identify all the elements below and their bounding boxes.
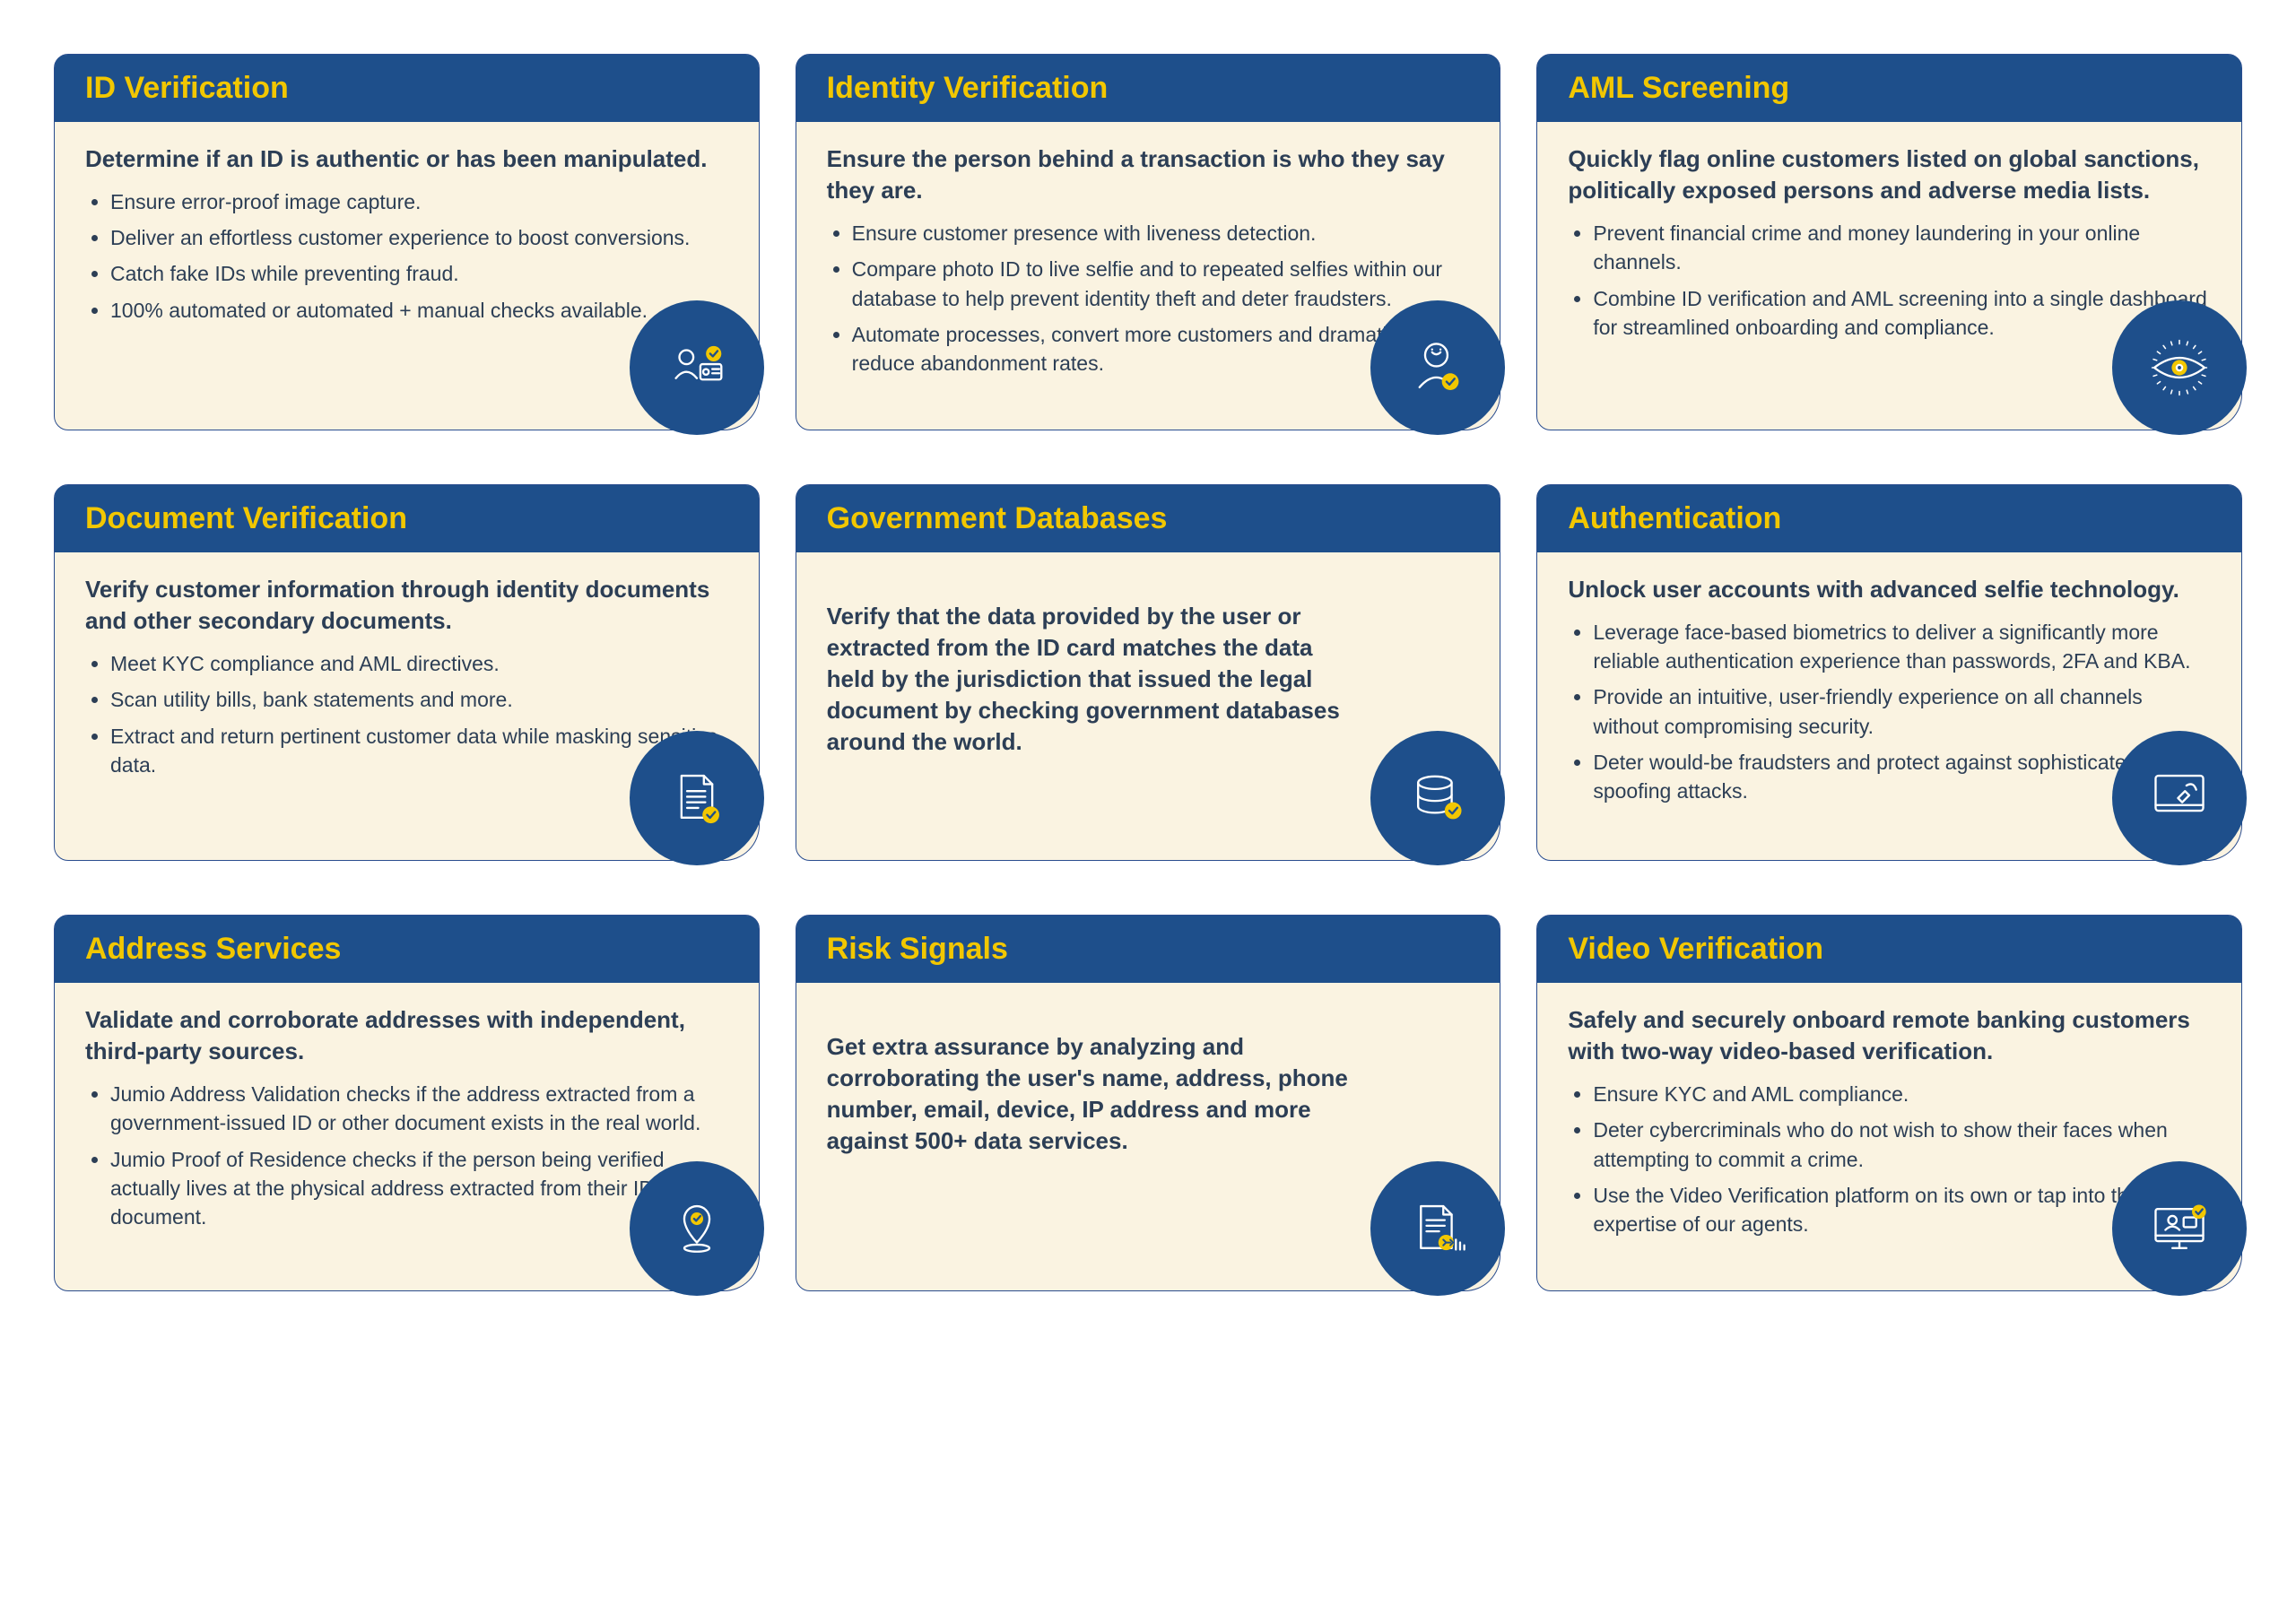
card-title: Document Verification: [55, 485, 759, 552]
card-lead: Ensure the person behind a transaction i…: [827, 143, 1470, 206]
report-risk-icon: [1370, 1161, 1505, 1296]
card-7: Risk Signals Get extra assurance by analy…: [796, 915, 1501, 1291]
card-bullet: Meet KYC compliance and AML directives.: [110, 649, 728, 678]
card-title: AML Screening: [1537, 55, 2241, 122]
card-bullet: Deter cybercriminals who do not wish to …: [1593, 1116, 2211, 1173]
card-lead: Safely and securely onboard remote banki…: [1568, 1004, 2211, 1067]
card-bullets: Meet KYC compliance and AML directives. S…: [85, 649, 728, 779]
card-bullet: Catch fake IDs while preventing fraud.: [110, 259, 728, 288]
card-bullets: Prevent financial crime and money launde…: [1568, 219, 2211, 342]
card-lead: Unlock user accounts with advanced selfi…: [1568, 574, 2211, 605]
card-4: Government Databases Verify that the data…: [796, 484, 1501, 861]
card-lead: Quickly flag online customers listed on …: [1568, 143, 2211, 206]
card-lead: Determine if an ID is authentic or has b…: [85, 143, 728, 175]
card-bullet: Combine ID verification and AML screenin…: [1593, 284, 2211, 342]
card-grid: ID Verification Determine if an ID is aut…: [54, 54, 2242, 1291]
id-card-icon: [630, 300, 764, 435]
card-8: Video Verification Safely and securely on…: [1536, 915, 2242, 1291]
database-check-icon: [1370, 731, 1505, 865]
card-lead: Verify customer information through iden…: [85, 574, 728, 637]
card-lead: Validate and corroborate addresses with …: [85, 1004, 728, 1067]
card-bullet: 100% automated or automated + manual che…: [110, 296, 728, 325]
card-title: Address Services: [55, 916, 759, 983]
card-lead: Get extra assurance by analyzing and cor…: [827, 1031, 1470, 1157]
card-3: Document Verification Verify customer inf…: [54, 484, 760, 861]
card-0: ID Verification Determine if an ID is aut…: [54, 54, 760, 430]
eye-icon: [2112, 300, 2247, 435]
card-1: Identity Verification Ensure the person b…: [796, 54, 1501, 430]
card-bullet: Provide an intuitive, user-friendly expe…: [1593, 682, 2211, 740]
card-bullet: Scan utility bills, bank statements and …: [110, 685, 728, 714]
card-bullet: Ensure error-proof image capture.: [110, 187, 728, 216]
card-bullet: Deliver an effortless customer experienc…: [110, 223, 728, 252]
card-bullet: Compare photo ID to live selfie and to r…: [852, 255, 1470, 312]
card-bullet: Leverage face-based biometrics to delive…: [1593, 618, 2211, 675]
card-5: Authentication Unlock user accounts with …: [1536, 484, 2242, 861]
card-bullet: Ensure customer presence with liveness d…: [852, 219, 1470, 248]
document-check-icon: [630, 731, 764, 865]
card-title: Video Verification: [1537, 916, 2241, 983]
card-title: Government Databases: [796, 485, 1500, 552]
card-bullet: Prevent financial crime and money launde…: [1593, 219, 2211, 276]
card-bullets: Ensure error-proof image capture. Deliver…: [85, 187, 728, 325]
card-title: Authentication: [1537, 485, 2241, 552]
card-6: Address Services Validate and corroborate…: [54, 915, 760, 1291]
person-check-icon: [1370, 300, 1505, 435]
card-title: ID Verification: [55, 55, 759, 122]
card-title: Risk Signals: [796, 916, 1500, 983]
card-2: AML Screening Quickly flag online custome…: [1536, 54, 2242, 430]
card-lead: Verify that the data provided by the use…: [827, 601, 1470, 758]
touch-screen-icon: [2112, 731, 2247, 865]
card-title: Identity Verification: [796, 55, 1500, 122]
card-bullet: Ensure KYC and AML compliance.: [1593, 1080, 2211, 1108]
video-monitor-icon: [2112, 1161, 2247, 1296]
card-bullet: Jumio Address Validation checks if the a…: [110, 1080, 728, 1137]
location-check-icon: [630, 1161, 764, 1296]
